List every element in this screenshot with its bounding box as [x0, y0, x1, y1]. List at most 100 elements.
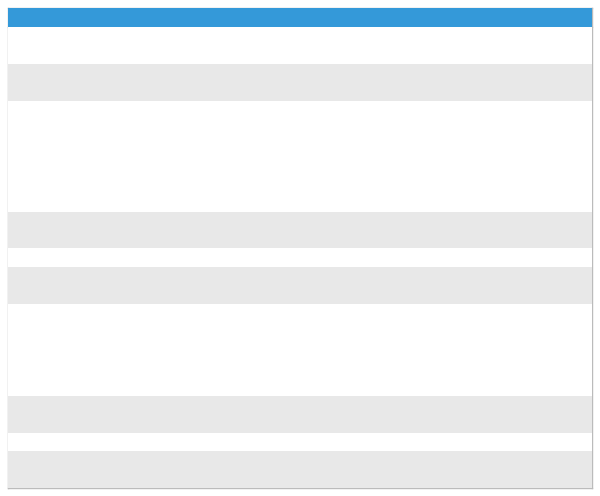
Text: 207,004: 207,004	[317, 32, 358, 42]
Text: 0: 0	[581, 326, 587, 336]
Text: SG&A: SG&A	[13, 124, 42, 134]
Text: Operating income: Operating income	[13, 271, 114, 281]
Text: 28.4%: 28.4%	[322, 290, 358, 300]
Text: 223,896: 223,896	[542, 68, 587, 78]
Text: 223,896: 223,896	[547, 32, 587, 42]
Text: P&L (GBP): P&L (GBP)	[13, 13, 74, 23]
Text: 29.3%: 29.3%	[323, 234, 358, 244]
Text: % of sales: % of sales	[13, 290, 70, 300]
Text: 0: 0	[351, 197, 358, 207]
Text: 29.6%: 29.6%	[438, 234, 473, 244]
Text: 23.3%: 23.3%	[438, 474, 473, 484]
Text: -11,772: -11,772	[434, 437, 473, 447]
Text: 0: 0	[351, 326, 358, 336]
Text: Financial income: Financial income	[13, 308, 97, 318]
Text: 61,958: 61,958	[434, 271, 473, 281]
Text: 30.0%: 30.0%	[553, 234, 587, 244]
Text: EBITDA: EBITDA	[13, 216, 54, 226]
Text: 0: 0	[581, 381, 587, 392]
Text: 0: 0	[351, 161, 358, 171]
Text: 207,004: 207,004	[312, 68, 358, 78]
Text: Subsidies: Subsidies	[13, 142, 61, 152]
Text: Capitalized expenses: Capitalized expenses	[13, 105, 119, 115]
Text: 0: 0	[466, 308, 473, 318]
Text: 58,802: 58,802	[319, 400, 358, 410]
Text: 0: 0	[581, 179, 587, 189]
Text: 61,958: 61,958	[434, 400, 473, 410]
Text: 100.0%: 100.0%	[316, 87, 358, 97]
Text: 0: 0	[581, 308, 587, 318]
Text: % of sales: % of sales	[13, 87, 70, 97]
Text: 100.0%: 100.0%	[431, 87, 473, 97]
Text: Revenues: Revenues	[13, 32, 62, 42]
Text: Exceptional income: Exceptional income	[13, 363, 110, 373]
Text: D&A: D&A	[13, 252, 35, 263]
Text: 0: 0	[466, 161, 473, 171]
Text: 0: 0	[466, 326, 473, 336]
Text: -12,744: -12,744	[549, 437, 587, 447]
Text: Other operating expenses: Other operating expenses	[13, 197, 143, 207]
Text: 0: 0	[466, 197, 473, 207]
Text: -1,806: -1,806	[440, 252, 473, 263]
Text: 0: 0	[466, 179, 473, 189]
Text: 47,629: 47,629	[319, 455, 358, 465]
Text: 67,072: 67,072	[549, 400, 587, 410]
Text: -1,806: -1,806	[325, 252, 358, 263]
Text: Gross profit: Gross profit	[13, 68, 80, 78]
Text: Dec-2024: Dec-2024	[417, 13, 473, 23]
Text: Other operating income: Other operating income	[13, 179, 132, 189]
Text: 60,608: 60,608	[319, 216, 358, 226]
Text: 28.4%: 28.4%	[322, 419, 358, 429]
Text: Net income: Net income	[13, 455, 77, 465]
Text: 100.0%: 100.0%	[546, 87, 587, 97]
Text: 0: 0	[581, 105, 587, 115]
Text: 0: 0	[351, 381, 358, 392]
Text: 215,284: 215,284	[431, 32, 473, 42]
Text: 0: 0	[466, 381, 473, 392]
Text: 0: 0	[581, 142, 587, 152]
Text: 0: 0	[466, 50, 473, 60]
Text: Lease rentals: Lease rentals	[13, 161, 80, 171]
Text: Corporation tax: Corporation tax	[13, 437, 91, 447]
Text: % of sales: % of sales	[13, 234, 70, 244]
Text: -146,396: -146,396	[313, 124, 358, 134]
Text: 0: 0	[466, 363, 473, 373]
Text: 23.0%: 23.0%	[323, 474, 358, 484]
Text: 30.0%: 30.0%	[553, 419, 587, 429]
Text: 0: 0	[581, 161, 587, 171]
Text: % of sales: % of sales	[13, 419, 70, 429]
Text: -151,520: -151,520	[428, 124, 473, 134]
Text: 0: 0	[351, 105, 358, 115]
Text: Exceptional expenses: Exceptional expenses	[13, 381, 121, 392]
Text: 0: 0	[581, 252, 587, 263]
Text: 0: 0	[351, 308, 358, 318]
Text: Financial expenses: Financial expenses	[13, 326, 107, 336]
Text: 0: 0	[466, 345, 473, 355]
Text: 0: 0	[351, 179, 358, 189]
Text: 67,072: 67,072	[549, 271, 587, 281]
Text: 0: 0	[466, 105, 473, 115]
Text: 24.3%: 24.3%	[553, 474, 587, 484]
Text: 28.8%: 28.8%	[437, 290, 473, 300]
Text: 54,329: 54,329	[549, 455, 587, 465]
Text: 0: 0	[351, 345, 358, 355]
Text: Cost of goods sold: Cost of goods sold	[13, 50, 104, 60]
Text: 0: 0	[581, 197, 587, 207]
Text: 58,802: 58,802	[319, 271, 358, 281]
Text: 0: 0	[351, 142, 358, 152]
Text: 0: 0	[581, 363, 587, 373]
Text: Profit before tax: Profit before tax	[13, 400, 107, 410]
Text: 30.0%: 30.0%	[553, 290, 587, 300]
Text: 0: 0	[351, 363, 358, 373]
Text: Dec-2025: Dec-2025	[532, 13, 587, 23]
Text: -156,823: -156,823	[543, 124, 587, 134]
Text: 0: 0	[581, 50, 587, 60]
Text: 28.8%: 28.8%	[437, 419, 473, 429]
Text: 0: 0	[581, 345, 587, 355]
Text: 0: 0	[466, 142, 473, 152]
Text: Dec-2023: Dec-2023	[302, 13, 358, 23]
Text: -11,172: -11,172	[319, 437, 358, 447]
Text: 63,764: 63,764	[434, 216, 473, 226]
Text: % of sales: % of sales	[13, 474, 70, 484]
Text: 50,186: 50,186	[434, 455, 473, 465]
